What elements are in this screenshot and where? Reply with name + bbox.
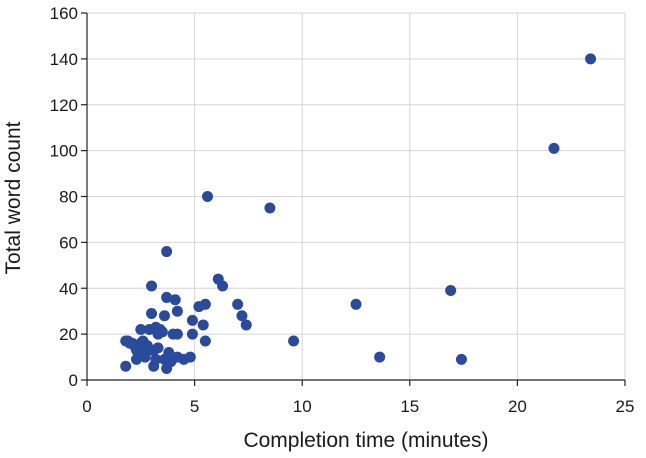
grid-lines [87,12,626,380]
data-point [161,246,173,258]
data-point [217,280,229,292]
data-point [186,328,198,340]
y-tick-label: 40 [59,279,78,298]
data-point [236,310,248,322]
y-tick-label: 160 [50,4,78,23]
y-tick-label: 60 [59,233,78,252]
data-point [548,142,560,154]
data-point [120,360,132,372]
data-point [156,326,168,338]
data-point [199,335,211,347]
x-tick-label: 5 [190,397,199,416]
data-point [350,298,362,310]
x-tick-label: 15 [400,397,419,416]
y-tick-label: 80 [59,188,78,207]
x-tick-label: 20 [508,397,527,416]
data-point [169,294,181,306]
data-point [585,53,597,65]
data-point [135,324,147,336]
x-tick-label: 25 [616,397,635,416]
data-point [374,351,386,363]
data-point [184,351,196,363]
data-point [186,314,198,326]
y-axis-title: Total word count [2,121,25,274]
data-point [455,353,467,365]
data-point [150,353,162,365]
data-point [146,307,158,319]
x-axis-title: Completion time (minutes) [243,429,488,452]
data-point [197,319,209,331]
data-point [202,191,214,202]
axes [81,12,626,386]
data-point [158,310,170,322]
tick-labels: 0 20 40 60 80 100 120 140 160 0 5 10 15 20 25 [50,4,635,416]
data-point [445,285,457,297]
data-point [199,298,211,310]
y-tick-label: 140 [50,50,78,69]
x-tick-label: 10 [293,397,312,416]
data-point [163,346,175,358]
y-tick-label: 120 [50,96,78,115]
data-point [171,305,183,317]
data-point [146,280,158,292]
data-point [171,328,183,340]
data-point [232,298,244,310]
y-tick-label: 0 [69,371,78,390]
data-point [152,342,164,354]
y-tick-label: 100 [50,142,78,161]
data-point [288,335,300,347]
data-point [161,291,173,303]
data-point [240,319,252,331]
x-tick-label: 0 [82,397,91,416]
y-tick-label: 20 [59,325,78,344]
data-point [264,202,276,214]
data-points [120,53,597,375]
